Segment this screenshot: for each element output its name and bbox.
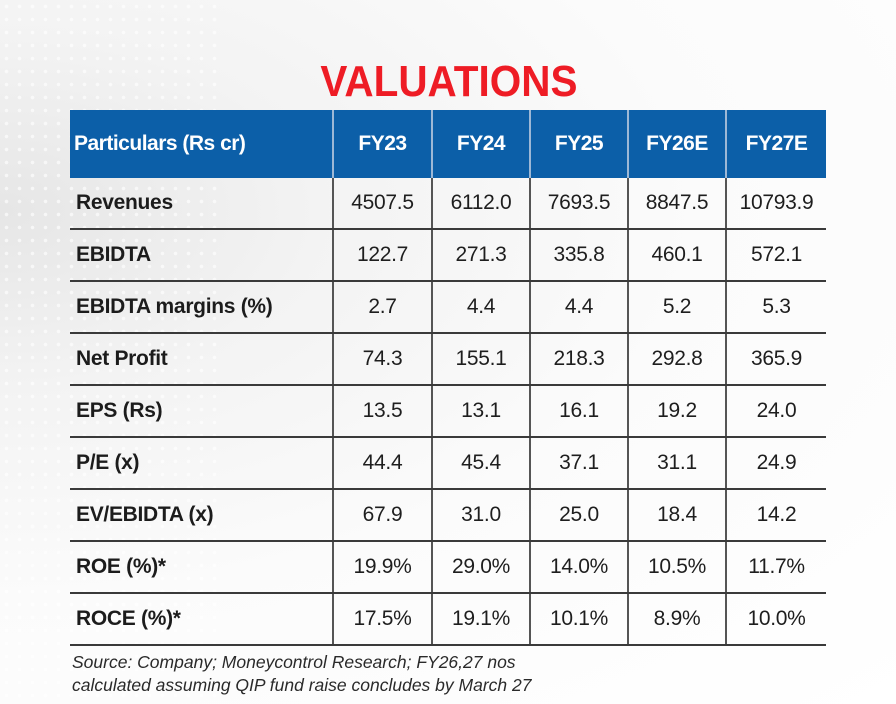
table-row: EBIDTA margins (%) 2.7 4.4 4.4 5.2 5.3 <box>70 281 826 334</box>
table-row: EPS (Rs) 13.5 13.1 16.1 19.2 24.0 <box>70 385 826 438</box>
row-label: EV/EBIDTA (x) <box>70 489 333 542</box>
cell-value: 572.1 <box>725 229 826 282</box>
source-footnote: Source: Company; Moneycontrol Research; … <box>72 651 531 697</box>
cell-value: 17.5% <box>332 593 432 646</box>
cell-value: 31.1 <box>627 437 726 490</box>
cell-value: 4507.5 <box>332 178 432 230</box>
cell-value: 29.0% <box>431 541 530 594</box>
table-header-row: Particulars (Rs cr) FY23 FY24 FY25 FY26E… <box>70 110 826 178</box>
cell-value: 292.8 <box>627 333 726 386</box>
cell-value: 5.2 <box>627 281 726 334</box>
row-label: EBIDTA margins (%) <box>70 281 333 334</box>
table-body: Revenues 4507.5 6112.0 7693.5 8847.5 10793.9 E… <box>70 178 826 646</box>
header-fy26e: FY26E <box>627 110 726 178</box>
header-particulars: Particulars (Rs cr) <box>70 110 333 178</box>
cell-value: 4.4 <box>431 281 530 334</box>
cell-value: 13.1 <box>431 385 530 438</box>
cell-value: 8847.5 <box>627 178 726 230</box>
row-label: EBIDTA <box>70 229 333 282</box>
header-fy23: FY23 <box>332 110 432 178</box>
cell-value: 10.5% <box>627 541 726 594</box>
cell-value: 14.2 <box>725 489 826 542</box>
cell-value: 16.1 <box>529 385 628 438</box>
cell-value: 19.1% <box>431 593 530 646</box>
valuations-table: Particulars (Rs cr) FY23 FY24 FY25 FY26E… <box>70 110 826 646</box>
table-row: P/E (x) 44.4 45.4 37.1 31.1 24.9 <box>70 437 826 490</box>
cell-value: 10.0% <box>725 593 826 646</box>
table-row: ROCE (%)* 17.5% 19.1% 10.1% 8.9% 10.0% <box>70 593 826 646</box>
cell-value: 155.1 <box>431 333 530 386</box>
cell-value: 271.3 <box>431 229 530 282</box>
cell-value: 31.0 <box>431 489 530 542</box>
cell-value: 14.0% <box>529 541 628 594</box>
header-fy24: FY24 <box>431 110 530 178</box>
row-label: Net Profit <box>70 333 333 386</box>
cell-value: 19.9% <box>332 541 432 594</box>
cell-value: 44.4 <box>332 437 432 490</box>
cell-value: 218.3 <box>529 333 628 386</box>
title-text: VALUATIONS <box>320 57 578 106</box>
table-row: Revenues 4507.5 6112.0 7693.5 8847.5 10793.9 <box>70 178 826 230</box>
cell-value: 25.0 <box>529 489 628 542</box>
cell-value: 460.1 <box>627 229 726 282</box>
cell-value: 5.3 <box>725 281 826 334</box>
header-fy27e: FY27E <box>725 110 826 178</box>
cell-value: 74.3 <box>332 333 432 386</box>
row-label: ROCE (%)* <box>70 593 333 646</box>
row-label: EPS (Rs) <box>70 385 333 438</box>
cell-value: 11.7% <box>725 541 826 594</box>
cell-value: 37.1 <box>529 437 628 490</box>
cell-value: 24.9 <box>725 437 826 490</box>
table-row: EBIDTA 122.7 271.3 335.8 460.1 572.1 <box>70 229 826 282</box>
cell-value: 122.7 <box>332 229 432 282</box>
cell-value: 2.7 <box>332 281 432 334</box>
cell-value: 13.5 <box>332 385 432 438</box>
row-label: Revenues <box>70 178 333 230</box>
cell-value: 7693.5 <box>529 178 628 230</box>
header-fy25: FY25 <box>529 110 628 178</box>
table-row: Net Profit 74.3 155.1 218.3 292.8 365.9 <box>70 333 826 386</box>
cell-value: 18.4 <box>627 489 726 542</box>
table-row: EV/EBIDTA (x) 67.9 31.0 25.0 18.4 14.2 <box>70 489 826 542</box>
cell-value: 365.9 <box>725 333 826 386</box>
cell-value: 10793.9 <box>725 178 826 230</box>
cell-value: 10.1% <box>529 593 628 646</box>
cell-value: 19.2 <box>627 385 726 438</box>
cell-value: 24.0 <box>725 385 826 438</box>
table-row: ROE (%)* 19.9% 29.0% 14.0% 10.5% 11.7% <box>70 541 826 594</box>
cell-value: 8.9% <box>627 593 726 646</box>
row-label: P/E (x) <box>70 437 333 490</box>
cell-value: 6112.0 <box>431 178 530 230</box>
cell-value: 335.8 <box>529 229 628 282</box>
cell-value: 4.4 <box>529 281 628 334</box>
cell-value: 45.4 <box>431 437 530 490</box>
page-title: VALUATIONS <box>36 56 860 108</box>
cell-value: 67.9 <box>332 489 432 542</box>
footnote-line-1: Source: Company; Moneycontrol Research; … <box>72 652 516 672</box>
row-label: ROE (%)* <box>70 541 333 594</box>
footnote-line-2: calculated assuming QIP fund raise concl… <box>72 675 532 695</box>
